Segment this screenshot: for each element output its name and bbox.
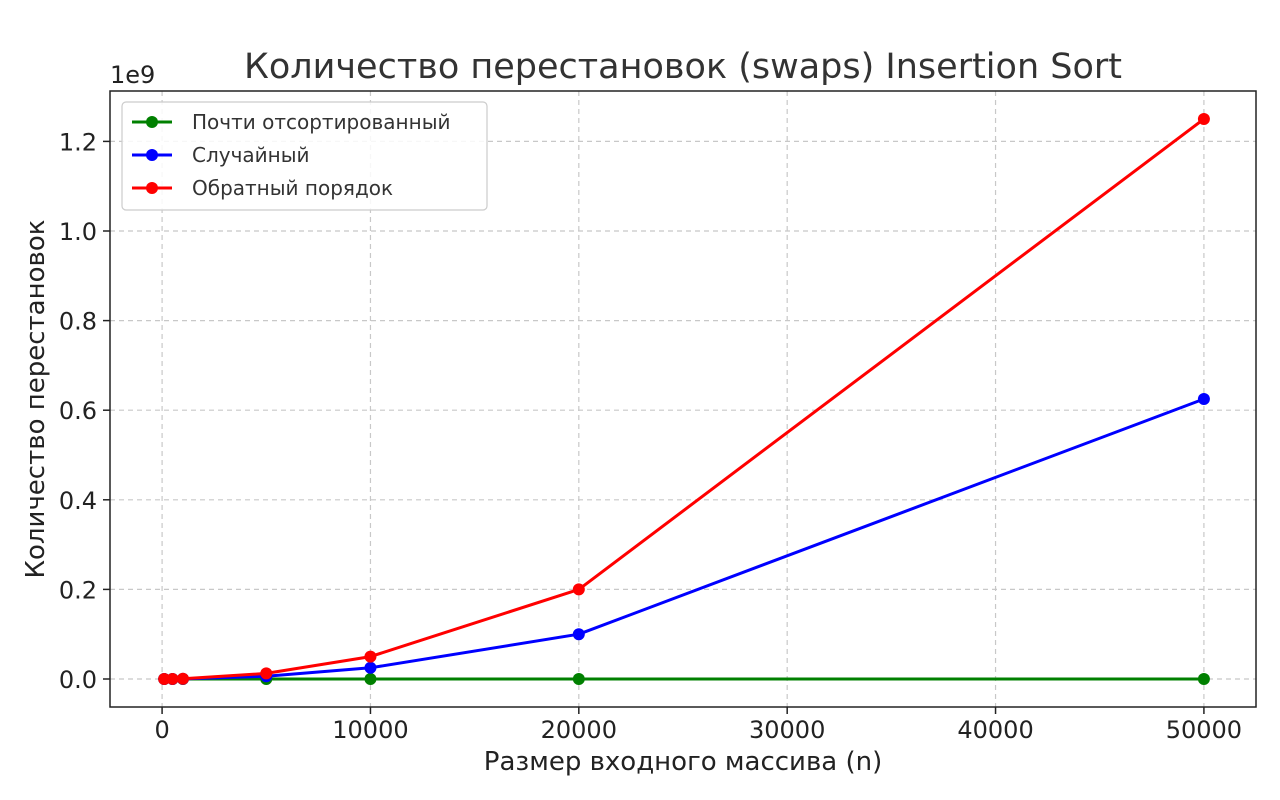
- legend-label: Почти отсортированный: [192, 110, 450, 134]
- data-point: [260, 667, 273, 680]
- y-tick-label: 0.8: [59, 308, 97, 336]
- data-point: [364, 650, 377, 663]
- x-tick-label: 30000: [749, 716, 825, 744]
- series-1: [158, 673, 1210, 685]
- data-point: [572, 673, 585, 685]
- data-point: [572, 628, 585, 641]
- data-point: [1197, 113, 1210, 125]
- legend-swatch-marker: [146, 116, 158, 128]
- legend-label: Обратный порядок: [192, 176, 393, 200]
- legend-item: Обратный порядок: [132, 176, 393, 200]
- y-tick-label: 0.4: [59, 487, 97, 515]
- y-tick-label: 0.0: [59, 666, 97, 694]
- legend-swatch-marker: [146, 149, 158, 161]
- legend-item: Случайный: [132, 143, 310, 167]
- legend-swatch-marker: [146, 182, 158, 194]
- data-point: [1197, 673, 1210, 685]
- y-tick-label: 0.2: [59, 576, 97, 604]
- x-tick-label: 40000: [957, 716, 1033, 744]
- series-line: [164, 397, 1205, 681]
- data-point: [158, 672, 171, 685]
- y-tick-label: 0.6: [59, 397, 97, 425]
- x-axis-label: Размер входного массива (n): [484, 747, 882, 777]
- y-axis-label: Количество перестановок: [21, 220, 51, 579]
- data-point: [364, 661, 377, 674]
- series-3: [158, 113, 1210, 685]
- series-2: [158, 393, 1210, 685]
- data-point: [176, 672, 189, 685]
- y-tick-label: 1.0: [59, 218, 97, 246]
- plot-frame: [109, 90, 1257, 708]
- data-point: [1197, 393, 1210, 405]
- axis-ticks: 0 10000 20000 30000 40000 50000 0.0 0.2 0.4 0.6 0.…: [59, 128, 1242, 744]
- legend-label: Случайный: [192, 143, 310, 167]
- data-point: [364, 673, 377, 685]
- data-point: [572, 583, 585, 596]
- legend: Почти отсортированный Случайный Обратный п…: [121, 101, 488, 211]
- y-axis-multiplier: 1e9: [110, 61, 155, 89]
- series-lines: [158, 113, 1210, 685]
- x-tick-label: 10000: [332, 716, 408, 744]
- x-tick-label: 50000: [1166, 716, 1242, 744]
- y-tick-label: 1.2: [59, 128, 97, 156]
- legend-box: [121, 101, 488, 211]
- chart-title: Количество перестановок (swaps) Insertio…: [244, 47, 1122, 87]
- x-tick-label: 20000: [541, 716, 617, 744]
- data-point: [166, 672, 179, 685]
- x-tick-label: 0: [154, 716, 169, 744]
- legend-item: Почти отсортированный: [132, 110, 450, 134]
